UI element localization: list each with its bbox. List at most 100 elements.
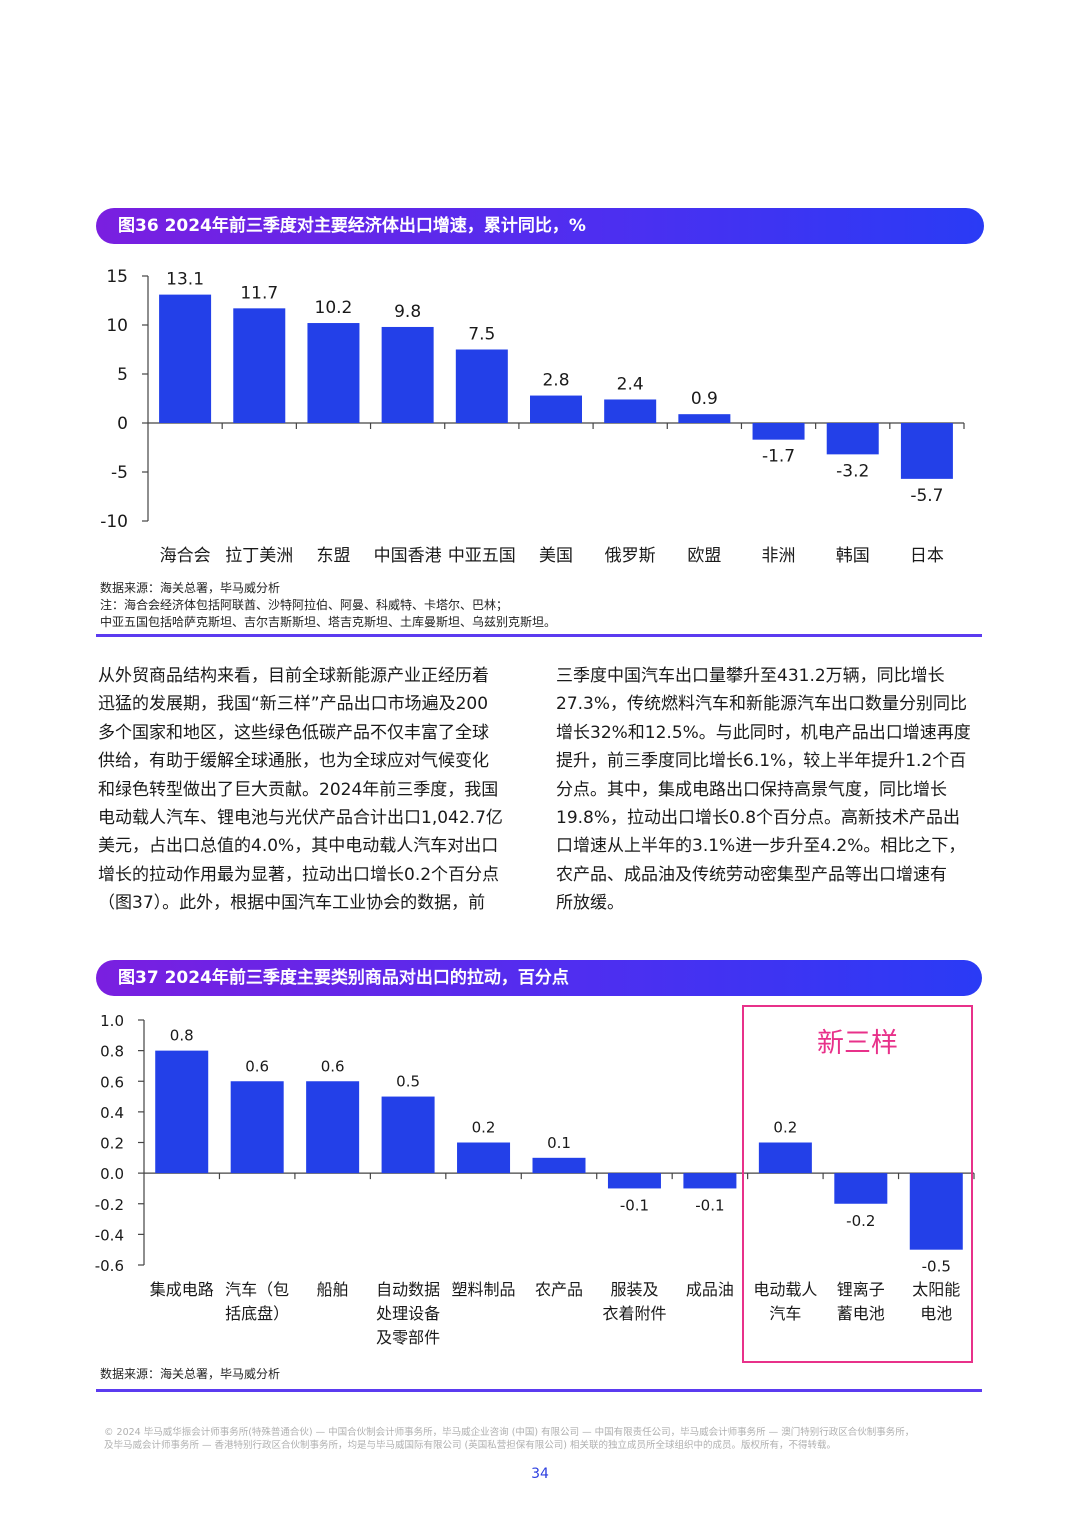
category-label: 韩国	[836, 546, 870, 566]
body-line: 提升，前三季度同比增长6.1%，较上半年提升1.2个百	[556, 751, 967, 772]
category-label: 欧盟	[687, 546, 721, 566]
new-three-annotation: 新三样	[817, 1028, 898, 1059]
data-label: 7.5	[468, 325, 495, 345]
body-text-left-column: 从外贸商品结构来看，目前全球新能源产业正经历着 迅猛的发展期，我国“新三样”产品出…	[98, 662, 522, 918]
figure-36-bar-chart: 15 10 5 0 -5 -10 13.1 海合会 11.7 拉丁美洲 10.2 东盟 9.8 中国香港 7…	[100, 267, 965, 566]
figure-36-note-central-asia: 中亚五国包括哈萨克斯坦、吉尔吉斯斯坦、塔吉克斯坦、土库曼斯坦、乌兹别克斯坦。	[100, 615, 557, 629]
category-label: 太阳能	[912, 1280, 960, 1299]
figure-36-note-gcc: 注：海合会经济体包括阿联酋、沙特阿拉伯、阿曼、科威特、卡塔尔、巴林；	[100, 598, 509, 612]
category-label: 及零部件	[376, 1328, 440, 1347]
bar	[455, 349, 508, 423]
data-label: -0.5	[922, 1258, 951, 1276]
data-label: -5.7	[910, 486, 943, 506]
body-line: 和绿色转型做出了巨大贡献。2024年前三季度，我国	[98, 779, 499, 800]
figure-37-source: 数据来源：海关总署，毕马威分析	[100, 1367, 281, 1381]
category-label: 服装及	[610, 1280, 658, 1299]
bar	[900, 423, 953, 479]
bar	[678, 414, 731, 423]
category-label: 船舶	[317, 1280, 349, 1299]
category-label: 衣着附件	[602, 1304, 666, 1323]
bar	[607, 1173, 661, 1189]
data-label: 0.6	[245, 1057, 269, 1075]
body-line: 增长32%和12.5%。与此同时，机电产品出口增速再度	[556, 722, 971, 743]
category-label: 日本	[910, 546, 944, 566]
category-label: 处理设备	[376, 1304, 440, 1323]
y-tick-label: 0	[117, 414, 128, 434]
category-label: 电动载人	[753, 1280, 817, 1299]
category-label: 锂离子	[837, 1280, 885, 1299]
figure-37-title: 图37 2024年前三季度主要类别商品对出口的拉动，百分点	[96, 960, 982, 996]
y-tick-label: -10	[100, 512, 128, 532]
data-label: 2.8	[542, 371, 569, 391]
y-tick-label: 15	[106, 267, 128, 287]
data-label: 11.7	[240, 283, 278, 303]
bar	[834, 1173, 888, 1204]
bar	[604, 399, 657, 423]
bar	[752, 423, 805, 440]
bar	[530, 395, 582, 423]
figure-36-notes: 数据来源：海关总署，毕马威分析 注：海合会经济体包括阿联酋、沙特阿拉伯、阿曼、科…	[100, 580, 556, 631]
figure-37-bar-chart: 1.0 0.8 0.6 0.4 0.2 0.0 -0.2 -0.4 -0.6 0.8 集成电路 0.6…	[95, 1005, 975, 1363]
y-tick-label: 5	[117, 365, 128, 385]
category-label: 美国	[539, 546, 573, 566]
category-label: 中亚五国	[448, 546, 516, 566]
body-line: 19.8%，拉动出口增长0.8个百分点。高新技术产品出	[556, 808, 961, 829]
category-label: 非洲	[762, 546, 796, 566]
y-tick-label: -5	[111, 463, 128, 483]
copyright-line-1: © 2024 毕马威华振会计师事务所(特殊普通合伙) — 中国合伙制会计师事务所…	[104, 1427, 915, 1438]
data-label: -1.7	[762, 447, 795, 467]
bar	[306, 1081, 360, 1174]
bar	[233, 308, 286, 423]
page-number: 34	[531, 1466, 549, 1482]
data-label: 2.4	[617, 374, 644, 394]
body-line: 所放缓。	[556, 893, 624, 914]
category-label: 蓄电池	[837, 1304, 885, 1323]
y-tick-label: 1.0	[100, 1012, 124, 1030]
category-label: 自动数据	[376, 1280, 440, 1299]
body-text-right-column: 三季度中国汽车出口量攀升至431.2万辆，同比增长 27.3%，传统燃料汽车和新能…	[556, 662, 982, 918]
data-label: 13.1	[166, 270, 204, 290]
category-label: 汽车	[769, 1304, 801, 1323]
bar	[230, 1081, 284, 1174]
bar	[532, 1157, 586, 1174]
y-tick-label: 0.0	[100, 1165, 124, 1183]
body-line: 多个国家和地区，这些绿色低碳产品不仅丰富了全球	[98, 722, 489, 743]
data-label: -0.1	[620, 1196, 649, 1214]
data-label: -0.2	[846, 1212, 875, 1230]
body-line: 迅猛的发展期，我国“新三样”产品出口市场遍及200	[98, 694, 489, 715]
y-tick-label: -0.2	[95, 1196, 124, 1214]
body-line: 农产品、成品油及传统劳动密集型产品等出口增速有	[556, 864, 947, 885]
data-label: 0.2	[773, 1119, 797, 1137]
data-label: 9.8	[394, 302, 421, 322]
data-label: 10.2	[315, 298, 353, 318]
bar	[826, 423, 879, 455]
copyright-footer: © 2024 毕马威华振会计师事务所(特殊普通合伙) — 中国合伙制会计师事务所…	[104, 1426, 984, 1452]
y-tick-label: 0.4	[100, 1104, 124, 1122]
data-label: 0.8	[170, 1027, 194, 1045]
body-line: （图37）。此外，根据中国汽车工业协会的数据，前	[98, 893, 486, 914]
y-tick-label: 0.8	[100, 1043, 124, 1061]
bar	[457, 1142, 511, 1174]
category-label: 俄罗斯	[605, 546, 656, 566]
data-label: 0.9	[691, 389, 718, 409]
category-label: 集成电路	[150, 1280, 214, 1299]
y-tick-label: -0.6	[95, 1257, 124, 1275]
body-line: 供给，有助于缓解全球通胀，也为全球应对气候变化	[98, 751, 489, 772]
category-label: 农产品	[535, 1280, 583, 1299]
copyright-line-2: 及毕马威会计师事务所 — 香港特别行政区合伙制事务所，均是与毕马威国际有限公司 …	[104, 1440, 836, 1451]
bar	[159, 294, 212, 423]
bar	[381, 1096, 435, 1174]
category-label: 中国香港	[374, 546, 442, 566]
bar	[381, 326, 434, 423]
body-line: 三季度中国汽车出口量攀升至431.2万辆，同比增长	[556, 666, 945, 686]
bar	[909, 1173, 963, 1250]
bar	[683, 1173, 737, 1189]
bar	[307, 323, 360, 423]
category-label: 海合会	[160, 546, 211, 566]
figure-36-title: 图36 2024年前三季度对主要经济体出口增速，累计同比，%	[96, 208, 984, 244]
category-label: 东盟	[316, 546, 350, 566]
y-tick-label: 0.6	[100, 1073, 124, 1091]
y-tick-label: 10	[106, 316, 128, 336]
body-line: 电动载人汽车、锂电池与光伏产品合计出口1,042.7亿	[98, 808, 503, 829]
body-line: 口增速从上半年的3.1%进一步升至4.2%。相比之下，	[556, 836, 966, 857]
